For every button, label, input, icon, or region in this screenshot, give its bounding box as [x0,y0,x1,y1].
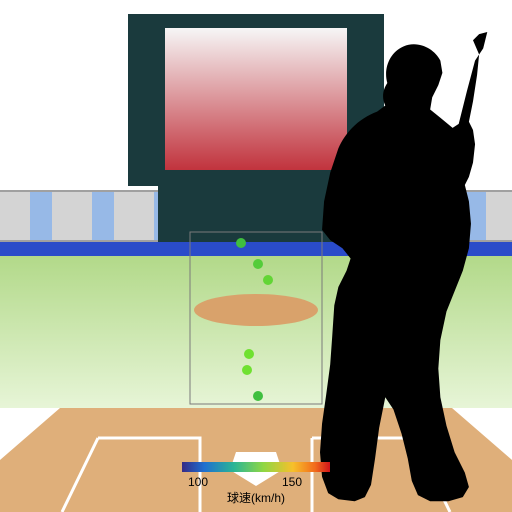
baseball-pitch-chart: 100 150 球速(km/h) [0,0,512,512]
pitch-marker [263,275,273,285]
pitch-marker [253,391,263,401]
pitch-marker [242,365,252,375]
pitchers-mound [194,294,318,326]
colorbar-tick: 100 [188,475,208,489]
pitch-marker [244,349,254,359]
colorbar-tick: 150 [282,475,302,489]
pitch-marker [236,238,246,248]
colorbar-label: 球速(km/h) [227,491,285,505]
pitch-marker [253,259,263,269]
